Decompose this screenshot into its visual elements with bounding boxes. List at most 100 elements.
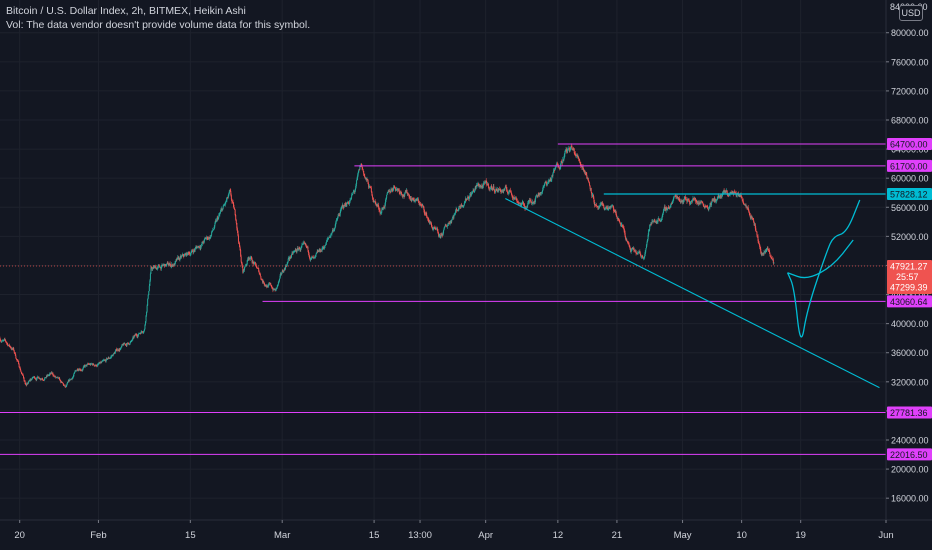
candle-body (734, 192, 736, 193)
candle-body (551, 175, 553, 180)
candle-body (155, 268, 157, 270)
candle-body (118, 349, 120, 351)
candle-body (267, 285, 269, 288)
candle-body (25, 384, 27, 385)
candle-body (157, 266, 159, 268)
candle-body (602, 204, 604, 206)
candle-body (408, 194, 410, 198)
candle-body (476, 184, 478, 186)
candle-body (213, 225, 215, 229)
candle-body (529, 200, 531, 202)
candle-body (493, 186, 495, 190)
candle-body (135, 334, 137, 336)
candle-body (63, 385, 65, 386)
candle-body (245, 264, 247, 266)
candle-body (43, 379, 45, 381)
candle-body (555, 167, 557, 169)
candle-body (131, 338, 133, 341)
candle-body (228, 192, 230, 195)
candle-body (176, 259, 178, 261)
candle-body (604, 208, 606, 210)
candle-body (570, 145, 572, 148)
candle-body (108, 357, 110, 359)
candle-body (602, 202, 604, 205)
candle-body (80, 370, 82, 372)
candle-body (139, 332, 141, 334)
candle-body (373, 201, 375, 203)
candle-body (266, 285, 268, 288)
candle-body (627, 242, 629, 244)
candle-body (150, 267, 152, 268)
candle-body (219, 213, 221, 215)
candle-body (284, 266, 286, 270)
candle-body (601, 202, 603, 205)
candle-body (246, 260, 248, 265)
candle-body (715, 200, 717, 202)
candle-body (259, 273, 261, 277)
candle-body (228, 194, 230, 197)
candle-body (123, 343, 125, 346)
candle-body (146, 305, 148, 312)
candle-body (348, 202, 350, 204)
candle-body (249, 257, 251, 259)
candle-body (153, 266, 155, 268)
candle-body (600, 204, 602, 206)
candle-body (388, 190, 390, 192)
candle-body (684, 196, 686, 199)
candle-body (699, 201, 701, 205)
candle-body (149, 280, 151, 286)
candle-body (714, 198, 716, 202)
candle-body (626, 239, 628, 241)
candle-body (630, 250, 632, 252)
candle-body (417, 199, 419, 201)
candle-body (70, 378, 72, 380)
candle-body (675, 196, 677, 198)
candle-body (760, 248, 762, 253)
candle-body (369, 185, 371, 188)
candle-body (97, 364, 99, 366)
candle-body (253, 263, 255, 265)
candle-body (718, 195, 720, 198)
candle-body (208, 237, 210, 239)
candle-body (667, 207, 669, 210)
candle-body (516, 200, 518, 202)
candle-body (653, 220, 655, 222)
candle-body (556, 163, 558, 165)
candle-body (352, 192, 354, 195)
candle-body (108, 358, 110, 359)
candle-body (180, 256, 182, 258)
candle-body (645, 248, 647, 251)
candle-body (174, 262, 176, 265)
candle-body (607, 208, 609, 210)
candle-body (257, 268, 259, 269)
candle-body (758, 243, 760, 245)
level-tag-label: 64700.00 (890, 140, 928, 150)
candle-body (362, 169, 364, 172)
candle-body (367, 179, 369, 181)
candle-body (762, 253, 764, 255)
candle-body (264, 284, 266, 286)
candle-body (101, 361, 103, 363)
candle-body (404, 193, 406, 197)
candle-body (98, 363, 100, 365)
price-axis-label: 32000.00 (891, 377, 929, 387)
candle-body (562, 159, 564, 161)
candle-body (398, 189, 400, 193)
candle-body (277, 281, 279, 285)
candle-body (616, 216, 618, 218)
candle-body (262, 280, 264, 283)
candle-body (725, 191, 727, 193)
candle-body (491, 188, 493, 190)
candle-body (400, 191, 402, 193)
candle-body (401, 193, 403, 196)
candle-body (669, 207, 671, 208)
candle-body (631, 247, 633, 249)
candle-body (250, 256, 252, 258)
candle-body (450, 221, 452, 223)
candle-body (13, 350, 15, 353)
candle-body (585, 171, 587, 176)
candle-body (635, 250, 637, 252)
currency-badge[interactable]: USD (899, 5, 923, 21)
